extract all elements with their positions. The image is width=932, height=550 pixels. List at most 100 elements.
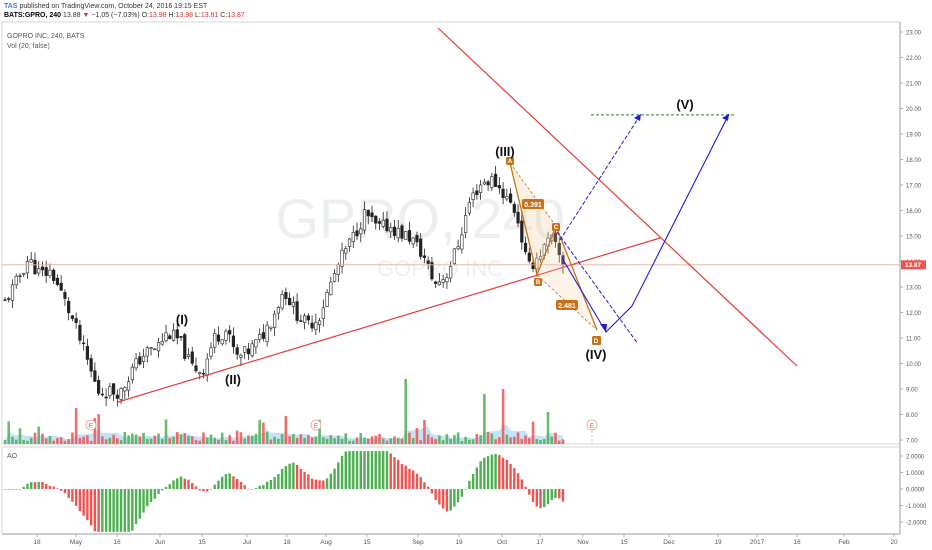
volume-bar	[524, 435, 527, 444]
volume-bar	[160, 438, 164, 444]
ao-bar	[97, 489, 100, 532]
earnings-marker-1[interactable]: E	[85, 419, 97, 431]
ao-bar	[131, 489, 134, 531]
volume-bar	[434, 439, 437, 444]
volume-bar	[101, 436, 104, 444]
candle-body	[149, 347, 153, 350]
ao-bar	[543, 489, 546, 508]
candle-body	[456, 246, 460, 250]
svg-text:E: E	[89, 423, 94, 430]
volume-bar	[486, 432, 490, 444]
volume-bar	[426, 434, 430, 444]
wave-label-i: (I)	[176, 312, 188, 327]
ao-bar	[48, 485, 52, 489]
last-price-tag-label: 13.87	[905, 262, 922, 269]
ao-bar	[254, 488, 258, 489]
time-tick-label: Jul	[243, 539, 252, 546]
candle-body	[310, 322, 314, 329]
ao-bar	[434, 489, 437, 500]
arrowhead-dashed-up-icon	[634, 114, 641, 121]
ao-bar	[370, 451, 374, 489]
ao-bar	[59, 489, 63, 491]
volume-bar	[213, 437, 217, 444]
candle-body	[280, 294, 284, 309]
point-b: B	[534, 278, 542, 286]
earnings-marker-3[interactable]: E	[586, 419, 598, 444]
ao-bar	[30, 482, 33, 489]
candle-body	[374, 215, 378, 224]
ao-bar	[11, 489, 14, 490]
projection-solid[interactable]	[561, 113, 730, 333]
symbol-label[interactable]: BATS:GPRO, 240	[4, 12, 62, 19]
volume-bar	[235, 430, 239, 444]
candle-body	[347, 238, 352, 247]
time-tick-label: 16	[113, 539, 121, 546]
ao-bar	[273, 477, 276, 489]
abcd-pattern-line[interactable]	[509, 162, 598, 331]
volume-bar	[37, 426, 41, 444]
volume-bar	[18, 428, 22, 444]
projection-dashed[interactable]	[556, 113, 642, 345]
candle-body	[123, 387, 127, 392]
volume-bar	[501, 389, 505, 444]
ao-bar	[520, 479, 524, 489]
ao-bar	[303, 471, 306, 489]
candle-body	[258, 334, 262, 340]
candle-body	[112, 383, 116, 395]
ao-bar	[198, 489, 201, 491]
ao-tick-label: -1.0000	[906, 504, 927, 510]
candle-body	[175, 329, 179, 339]
time-tick-label: 2017	[750, 539, 765, 546]
candle-body	[299, 320, 303, 322]
ao-bar	[18, 489, 22, 490]
candle-body	[18, 275, 22, 277]
last-price-tag	[901, 260, 926, 270]
volume-bar	[509, 437, 512, 444]
price-candles	[3, 166, 565, 407]
legend-volume: Vol (20, false)	[7, 43, 50, 50]
ao-bar	[153, 489, 156, 499]
volume-bar	[108, 437, 112, 444]
ao-bar	[108, 489, 112, 532]
volume-bar	[527, 438, 531, 444]
volume-bar	[471, 439, 475, 444]
ao-bar	[134, 489, 138, 524]
candle-body	[179, 336, 183, 338]
volume-bar	[408, 432, 411, 444]
point-b-label: B	[536, 280, 541, 286]
ao-bar	[505, 459, 509, 489]
ao-bar	[232, 476, 235, 489]
abcd-ratio-ac	[509, 162, 557, 227]
resistance-trendline[interactable]	[437, 27, 798, 367]
candle-body	[205, 358, 209, 376]
volume-bar	[404, 379, 408, 444]
ao-bar	[456, 489, 460, 503]
ao-bar	[546, 489, 550, 505]
ao-bar	[123, 489, 127, 532]
candle-body	[276, 307, 280, 314]
ao-bar	[486, 456, 490, 489]
ao-bar	[142, 489, 145, 513]
volume-bar	[295, 438, 299, 444]
candle-body	[377, 221, 382, 224]
candle-body	[389, 227, 393, 233]
volume-bar	[258, 420, 261, 444]
volume-bar	[29, 437, 33, 444]
ao-bar	[363, 451, 366, 489]
ao-bar	[26, 483, 29, 489]
time-tick-label: Feb	[838, 539, 850, 546]
volume-bar	[378, 434, 381, 444]
time-tick-label: 15	[363, 539, 371, 546]
volume-bar	[381, 438, 385, 444]
candle-body	[119, 388, 123, 400]
publisher-link[interactable]: TAS	[4, 3, 18, 10]
earnings-marker-2[interactable]: E	[310, 419, 322, 431]
support-trendline[interactable]	[117, 237, 661, 403]
volume-bar	[104, 439, 108, 444]
wave-label-iii: (III)	[495, 144, 515, 159]
volume-bar	[48, 436, 52, 444]
ao-bar	[408, 468, 411, 489]
volume-bar	[479, 435, 482, 444]
ao-bar	[307, 474, 310, 489]
